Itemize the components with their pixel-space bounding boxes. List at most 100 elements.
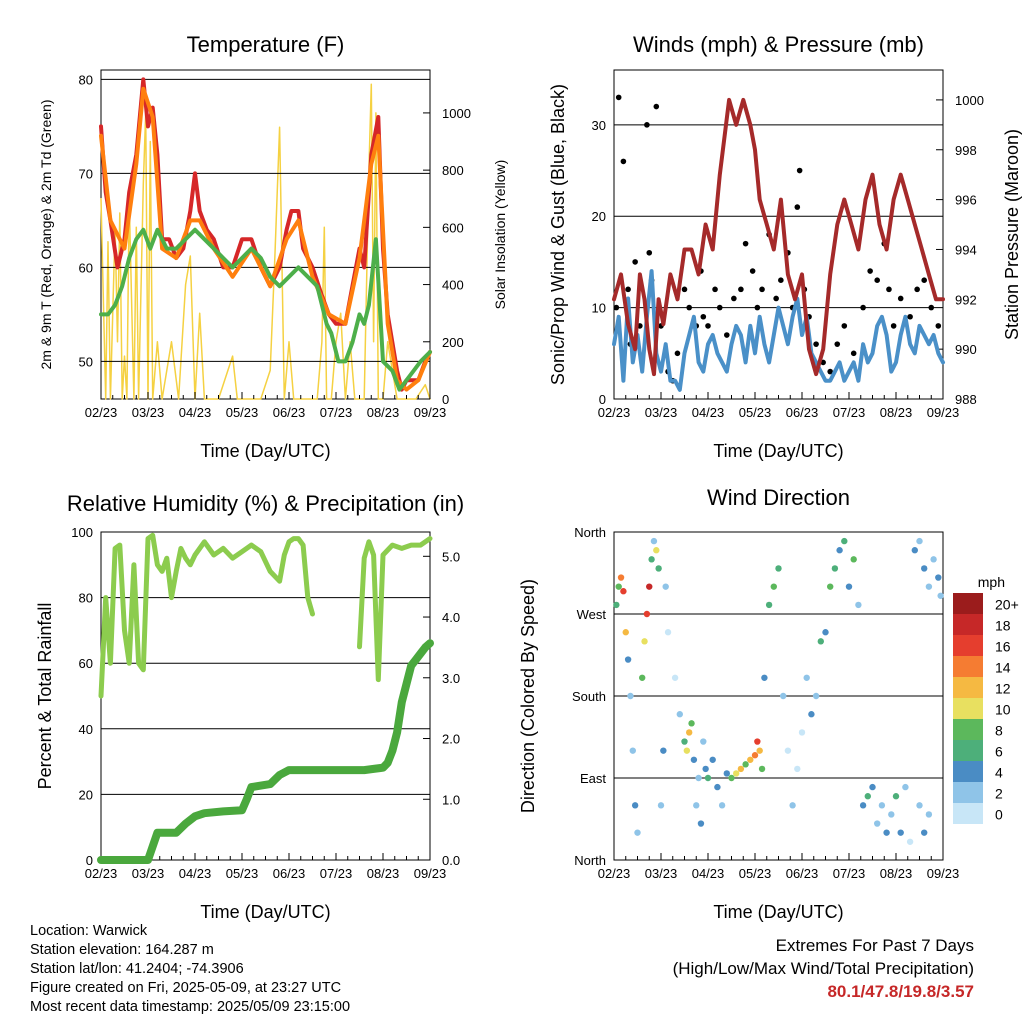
dir-point [878, 802, 886, 809]
dir-point [639, 674, 646, 681]
wind-gust-point [742, 240, 749, 247]
wind-gust-point [674, 350, 681, 357]
temp-y2tick-label: 0 [442, 392, 449, 407]
dir-point [695, 774, 702, 782]
dir-xtick-label: 04/23 [692, 866, 725, 881]
dir-point [646, 583, 653, 590]
dir-point [892, 793, 900, 800]
dir-point [758, 765, 766, 773]
rh-y2tick-label: 3.0 [442, 671, 460, 686]
dir-point [789, 802, 796, 809]
dir-point [817, 638, 824, 645]
dir-point [883, 829, 890, 836]
wind-gust-point [867, 268, 873, 274]
wind-xlabel: Time (Day/UTC) [713, 441, 843, 461]
rh-series-total-rainfall [97, 639, 434, 864]
wind-gust-point [613, 304, 620, 311]
dir-point [648, 556, 655, 563]
colorbar-label: 20+ [995, 597, 1019, 613]
temp-ytick-label: 80 [79, 72, 93, 87]
rh-ytick-label: 60 [79, 656, 93, 671]
recent-text: Most recent data timestamp: 2025/05/09 2… [30, 999, 351, 1015]
colorbar-swatch [953, 782, 983, 803]
dir-point [836, 547, 843, 554]
temp-ylabel: 2m & 9m T (Red, Orange) & 2m Td (Green) [38, 100, 54, 370]
dir-point [624, 656, 632, 663]
rh-ytick-label: 20 [79, 787, 93, 802]
wind-y2tick-label: 994 [955, 242, 977, 257]
dir-point [794, 765, 801, 773]
temp-xtick-label: 02/23 [85, 405, 118, 420]
colorbar-swatch [953, 719, 983, 740]
wind-gust-point [644, 122, 650, 128]
dir-xlabel: Time (Day/UTC) [713, 902, 843, 922]
rh-ytick-label: 100 [71, 525, 93, 540]
dir-point [613, 601, 620, 609]
rh-xtick-label: 08/23 [367, 866, 400, 881]
wind-gust-point [860, 304, 866, 311]
wind-gust-point [632, 259, 638, 265]
temp-series-9m-t [99, 86, 432, 392]
dir-point [704, 774, 712, 782]
dir-xtick-label: 06/23 [786, 866, 819, 881]
dir-point [662, 583, 669, 590]
dir-point [643, 610, 651, 618]
extremes-values: 80.1/47.8/19.8/3.57 [827, 982, 974, 1001]
colorbar-label: 10 [995, 702, 1011, 718]
wind-xtick-label: 05/23 [739, 405, 772, 420]
dir-point [770, 583, 777, 590]
dir-point [798, 729, 806, 736]
dir-point [634, 829, 641, 836]
dir-point [911, 547, 918, 554]
dir-ytick-label: South [572, 689, 606, 704]
colorbar-label: 14 [995, 660, 1011, 676]
dir-point [822, 629, 829, 636]
temp-xtick-label: 03/23 [132, 405, 165, 420]
temp-xtick-label: 09/23 [414, 405, 447, 420]
colorbar-swatch [953, 698, 983, 719]
rh-xtick-label: 07/23 [320, 866, 353, 881]
temp-y2tick-label: 1000 [442, 106, 471, 121]
dir-point [723, 770, 730, 777]
rh-ytick-label: 40 [79, 722, 93, 737]
dir-point [864, 793, 871, 800]
extremes-box: Extremes For Past 7 Days (High/Low/Max W… [673, 934, 974, 1003]
temp-y2tick-label: 800 [442, 163, 464, 178]
wind-gust-point [827, 368, 833, 375]
dir-point [664, 629, 672, 636]
dir-xtick-label: 09/23 [927, 866, 960, 881]
rh-title: Relative Humidity (%) & Precipitation (i… [67, 491, 464, 516]
wind-gust-point [921, 277, 927, 283]
temp-ytick-label: 60 [79, 260, 93, 275]
wind-gust-point [778, 277, 784, 283]
wind-ylabel: Sonic/Prop Wind & Gust (Blue, Black) [548, 84, 568, 385]
dir-point [620, 588, 627, 595]
dir-point [784, 747, 792, 754]
wind-gust-point [738, 286, 744, 293]
colorbar-label: 6 [995, 744, 1003, 760]
colorbar-swatch [953, 635, 983, 656]
colorbar-label: 4 [995, 765, 1003, 781]
dir-point [728, 774, 735, 782]
dir-xtick-label: 07/23 [833, 866, 866, 881]
rh-y2tick-label: 5.0 [442, 549, 460, 564]
temp-y2tick-label: 200 [442, 335, 464, 350]
dir-point [747, 756, 754, 763]
dir-point [653, 547, 660, 554]
temp-y2label: Solar Insolation (Yellow) [492, 160, 508, 310]
elevation-text: Station elevation: 164.287 m [30, 942, 214, 958]
wind-gust-point [935, 323, 942, 329]
temp-xtick-label: 05/23 [226, 405, 259, 420]
wind-y2tick-label: 996 [955, 193, 977, 208]
wind-ytick-label: 20 [592, 209, 606, 224]
dir-point [733, 770, 740, 777]
wind-gust-point [724, 332, 730, 338]
dir-point [921, 565, 928, 572]
dir-xtick-label: 08/23 [880, 866, 913, 881]
station-info: Location: Warwick Station elevation: 164… [30, 922, 350, 1017]
wind-xtick-label: 09/23 [927, 405, 960, 420]
dir-point [925, 583, 933, 590]
dir-point [812, 692, 820, 700]
dir-point [631, 802, 639, 809]
dir-point [780, 692, 787, 700]
